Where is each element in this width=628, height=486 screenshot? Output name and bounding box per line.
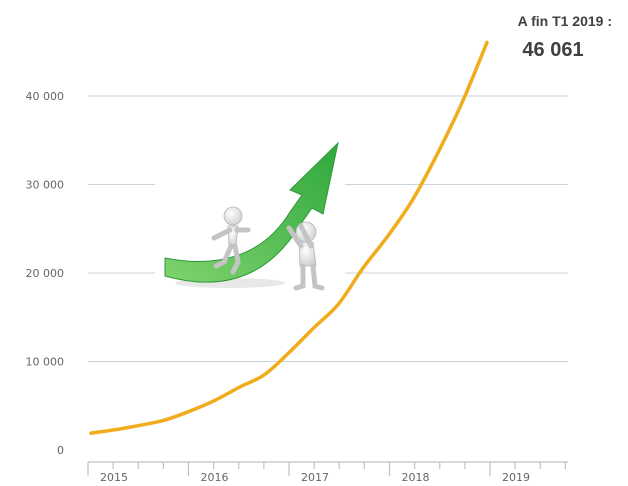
- y-tick-label: 0: [57, 444, 64, 457]
- x-tick-label: 2019: [502, 471, 530, 484]
- annotation-value: 46 061: [522, 39, 583, 61]
- running-figure-icon: [211, 206, 251, 275]
- y-tick-label: 20 000: [26, 267, 65, 280]
- x-axis-ticks: [87, 462, 566, 476]
- x-axis: 2015 2016 2017 2018 2019: [87, 461, 568, 484]
- x-tick-label: 2016: [201, 471, 229, 484]
- series-line: [89, 40, 489, 435]
- annotation-title: A fin T1 2019 :: [518, 13, 612, 29]
- annotation: A fin T1 2019 : 46 061: [518, 13, 612, 61]
- x-tick-label: 2018: [402, 471, 430, 484]
- growth-arrow-figures-icon: [155, 140, 345, 291]
- y-tick-label: 40 000: [26, 90, 65, 103]
- x-tick-label: 2015: [100, 471, 128, 484]
- pushing-figure-icon: [286, 221, 325, 291]
- y-tick-label: 30 000: [26, 179, 65, 192]
- y-tick-label: 10 000: [26, 356, 65, 369]
- x-tick-label: 2017: [301, 471, 329, 484]
- y-axis-ticks: 0 10 000 20 000 30 000 40 000: [26, 90, 65, 457]
- x-axis-labels: 2015 2016 2017 2018 2019: [100, 471, 530, 484]
